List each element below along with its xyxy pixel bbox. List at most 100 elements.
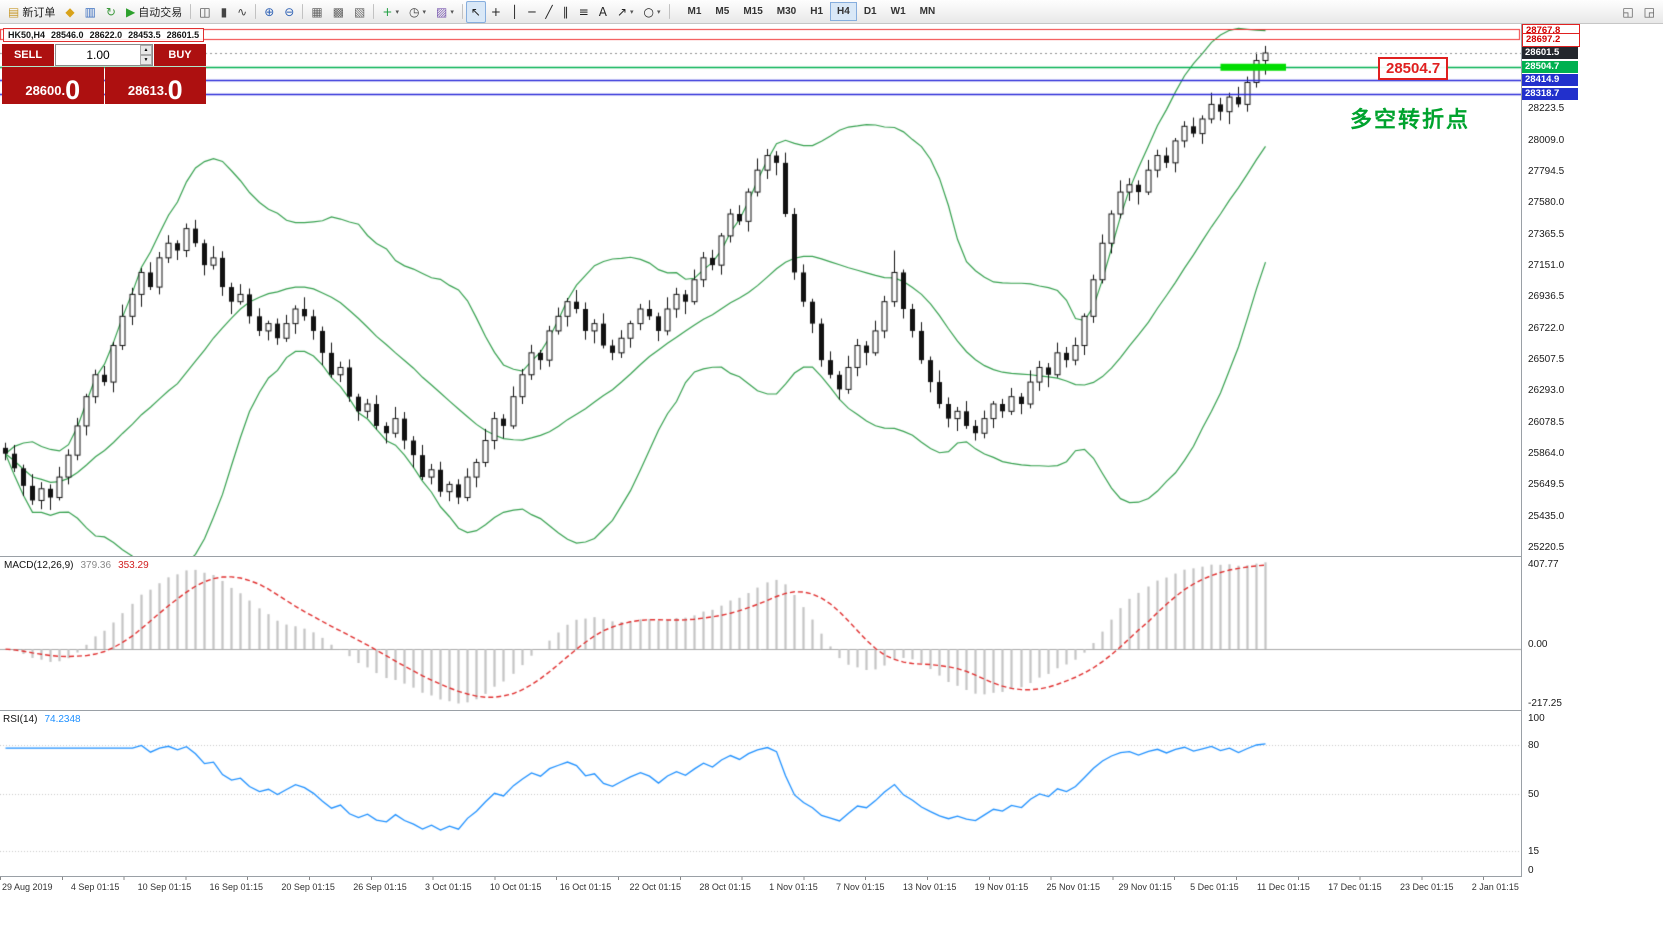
profiles-button[interactable]: ▥	[80, 1, 101, 23]
tool-icon: ▨	[435, 4, 448, 19]
tool-icon: ▮	[220, 4, 228, 19]
timeframe-button[interactable]: D1	[857, 2, 884, 21]
time-axis[interactable]: 29 Aug 2019 4 Sep 01:15 10 Sep 01:15 16 Sep…	[0, 877, 1521, 899]
time-label: 10 Sep 01:15	[137, 882, 192, 892]
toolbar-tool[interactable]	[255, 4, 257, 19]
price-tick: 25435.0	[1528, 510, 1565, 522]
toolbar: ▤ 新订单 ◆ ▥ ↻ ▶ 自动交易 ◫ ▮	[0, 0, 1663, 24]
auto-trading-button[interactable]: ▶ 自动交易	[121, 1, 187, 23]
shapes-button[interactable]: ○ ▾	[639, 1, 666, 23]
timeframe-button[interactable]: M5	[708, 2, 736, 21]
timeframe-button[interactable]: M15	[736, 2, 769, 21]
tool-icon: ∥	[562, 4, 569, 19]
buy-price-big: 0	[167, 74, 183, 105]
price-tag: 28601.5	[1522, 47, 1578, 59]
price-tick: 27794.5	[1528, 165, 1565, 177]
zoom-in-button[interactable]: ⊕	[259, 1, 279, 23]
one-click-trading-widget: SELL ▲ ▼ BUY 28600.0 28613.0	[2, 44, 206, 104]
timeframe-button[interactable]: MN	[913, 2, 943, 21]
vertical-line-button[interactable]: │	[506, 1, 523, 23]
toolbar-tool[interactable]	[373, 4, 375, 19]
high-value: 28622.0	[89, 30, 123, 40]
toolbar-tool[interactable]	[302, 4, 304, 19]
price-tag: 28697.2	[1522, 33, 1580, 47]
cursor-button[interactable]: ↖	[465, 0, 486, 23]
tool-icon: ▩	[332, 4, 345, 19]
toolbar-tool[interactable]	[668, 4, 670, 19]
sell-button[interactable]: SELL	[2, 44, 54, 66]
volume-down-button[interactable]: ▼	[140, 55, 152, 65]
rsi-indicator-panel[interactable]	[0, 712, 1521, 876]
chart-shift-button[interactable]: ▧	[349, 1, 370, 23]
tool-icon: ↻	[105, 4, 116, 19]
horizontal-line-button[interactable]: ─	[523, 1, 540, 23]
zoom-out-button[interactable]: ⊖	[279, 1, 299, 23]
time-label: 10 Oct 01:15	[489, 882, 542, 892]
text-button[interactable]: A	[594, 1, 612, 23]
fullscreen-button[interactable]: ◲	[1639, 1, 1660, 23]
buy-button[interactable]: BUY	[154, 44, 206, 66]
toolbar-tool[interactable]	[461, 4, 463, 19]
tool-icon: ○	[643, 4, 654, 19]
time-label: 29 Aug 2019	[2, 882, 53, 892]
macd-header: MACD(12,26,9) 379.36 353.29	[4, 560, 149, 571]
macd-indicator-panel[interactable]	[0, 558, 1521, 710]
channel-button[interactable]: ∥	[558, 1, 574, 23]
timeframe-button[interactable]: M30	[770, 2, 803, 21]
timeframe-button[interactable]: M1	[681, 2, 709, 21]
tool-icon: │	[510, 4, 519, 19]
time-label: 2 Jan 01:15	[1471, 882, 1519, 892]
time-label: 1 Nov 01:15	[769, 882, 818, 892]
turning-point-label[interactable]: 多空转折点	[1350, 107, 1471, 132]
tool-icon: ⊕	[264, 4, 275, 19]
price-callout[interactable]: 28504.7	[1378, 57, 1449, 80]
price-tick: 28009.0	[1528, 134, 1565, 146]
volume-up-button[interactable]: ▲	[140, 45, 152, 55]
buy-price-panel[interactable]: 28613. 0	[104, 67, 206, 105]
main-price-chart[interactable]	[0, 24, 1521, 556]
trendline-button[interactable]: ╱	[540, 1, 557, 23]
panel-separator	[0, 876, 1663, 877]
rsi-label: RSI(14)	[3, 714, 38, 725]
tool-label: 新订单	[22, 6, 56, 19]
price-tick: 27365.5	[1528, 228, 1565, 240]
crosshair-button[interactable]: +	[486, 1, 506, 23]
templates-button[interactable]: ▨ ▾	[431, 1, 459, 23]
rsi-tick: 100	[1528, 713, 1545, 724]
candlestick-mode-button[interactable]: ▮	[216, 1, 233, 23]
chart-window-button[interactable]: ◆	[60, 1, 79, 23]
tool-icon: ◲	[1643, 4, 1655, 19]
fibonacci-button[interactable]: ≡	[574, 1, 594, 23]
volume-input[interactable]	[56, 48, 152, 62]
tool-icon: ▧	[354, 4, 366, 19]
toolbar-tool[interactable]	[190, 4, 192, 19]
auto-scroll-button[interactable]: ▩	[328, 1, 349, 23]
price-tick: 26936.5	[1528, 291, 1565, 303]
sell-price-big: 0	[65, 74, 81, 105]
price-tag: 28318.7	[1522, 88, 1578, 100]
timeframe-group: M1 M5 M15 M30 H1 H4 D1 W1 MN	[681, 2, 943, 21]
tile-windows-button[interactable]: ▦	[306, 1, 327, 23]
sell-price-panel[interactable]: 28600. 0	[2, 67, 104, 104]
price-tag: 28414.9	[1522, 74, 1578, 86]
rsi-tick: 50	[1528, 789, 1540, 800]
float-chart-button[interactable]: ◱	[1617, 1, 1638, 23]
panel-separator[interactable]	[0, 710, 1663, 711]
timeframe-button[interactable]: H1	[803, 2, 830, 21]
arrows-button[interactable]: ↗ ▾	[612, 1, 639, 23]
refresh-button[interactable]: ↻	[101, 1, 121, 23]
bar-chart-mode-button[interactable]: ◫	[194, 1, 215, 23]
chevron-down-icon: ▾	[630, 8, 634, 16]
line-chart-mode-button[interactable]: ∿	[232, 1, 252, 23]
new-order-button[interactable]: ▤ 新订单	[3, 1, 60, 23]
panel-separator[interactable]	[0, 556, 1663, 557]
timeframe-button[interactable]: H4	[830, 2, 857, 21]
tool-icon: ⊖	[284, 4, 295, 19]
indicators-button[interactable]: + ▾	[377, 1, 404, 23]
price-scale[interactable]: 28223.5 28009.0 27794.5 27580.0 27365.5 27151…	[1521, 24, 1663, 877]
time-label: 5 Dec 01:15	[1190, 882, 1239, 892]
symbol-name: HK50,H4	[8, 30, 46, 40]
tool-icon: +	[490, 4, 501, 19]
timeframe-button[interactable]: W1	[884, 2, 913, 21]
periods-button[interactable]: ◷ ▾	[404, 1, 431, 23]
